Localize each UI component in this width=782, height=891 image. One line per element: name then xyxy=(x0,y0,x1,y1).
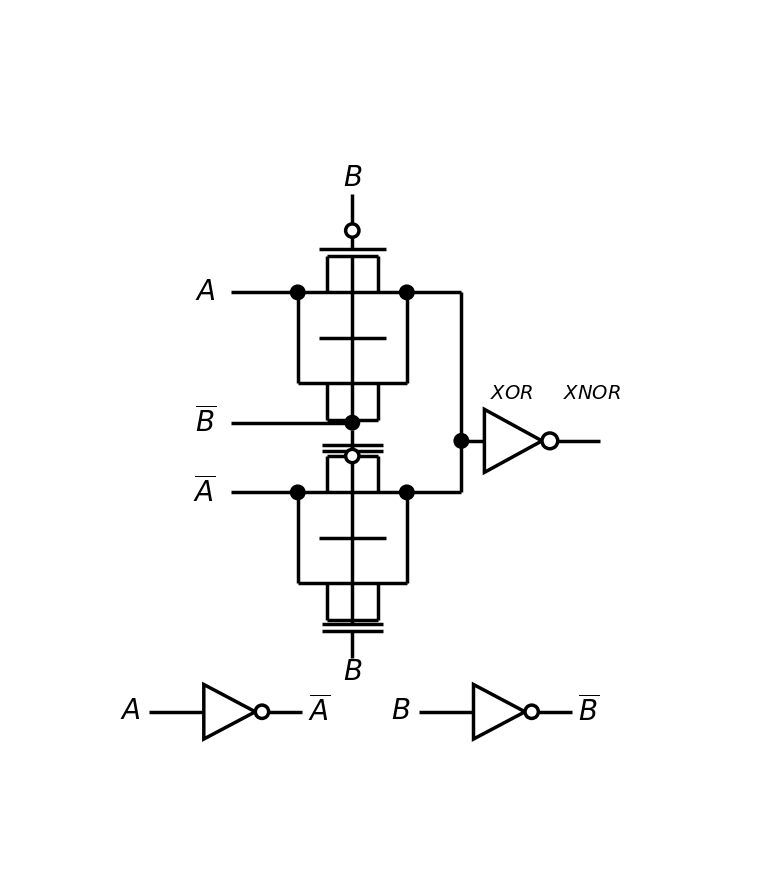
Circle shape xyxy=(290,485,305,500)
Circle shape xyxy=(345,415,360,430)
Text: $B$: $B$ xyxy=(343,165,362,192)
Text: $\overline{A}$: $\overline{A}$ xyxy=(193,477,216,508)
Circle shape xyxy=(346,224,359,237)
Circle shape xyxy=(290,285,305,299)
Circle shape xyxy=(454,434,468,448)
Circle shape xyxy=(542,433,558,449)
Text: $A$: $A$ xyxy=(120,699,140,725)
Circle shape xyxy=(346,449,359,462)
Text: $B$: $B$ xyxy=(390,699,410,725)
Circle shape xyxy=(400,485,414,500)
Text: $\overline{B}$: $\overline{B}$ xyxy=(195,407,216,438)
Circle shape xyxy=(255,705,269,718)
Text: $XNOR$: $XNOR$ xyxy=(562,385,620,404)
Circle shape xyxy=(525,705,538,718)
Circle shape xyxy=(400,285,414,299)
Text: $XOR$: $XOR$ xyxy=(490,385,534,404)
Text: $B$: $B$ xyxy=(343,659,362,686)
Text: $\overline{A}$: $\overline{A}$ xyxy=(308,696,331,728)
Text: $\overline{B}$: $\overline{B}$ xyxy=(578,696,599,728)
Text: $A$: $A$ xyxy=(196,279,216,306)
